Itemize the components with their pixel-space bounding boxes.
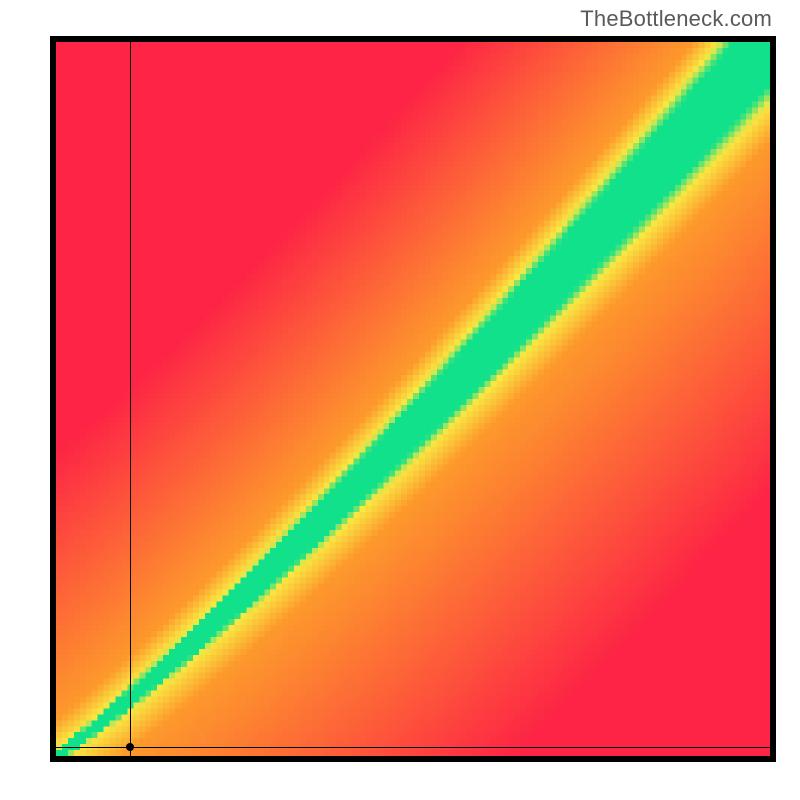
chart-container: TheBottleneck.com [0,0,800,800]
heatmap-canvas [56,42,770,756]
plot-area [50,36,776,762]
watermark-text: TheBottleneck.com [580,6,772,32]
vertical-crosshair [130,42,131,756]
horizontal-crosshair [56,747,770,748]
